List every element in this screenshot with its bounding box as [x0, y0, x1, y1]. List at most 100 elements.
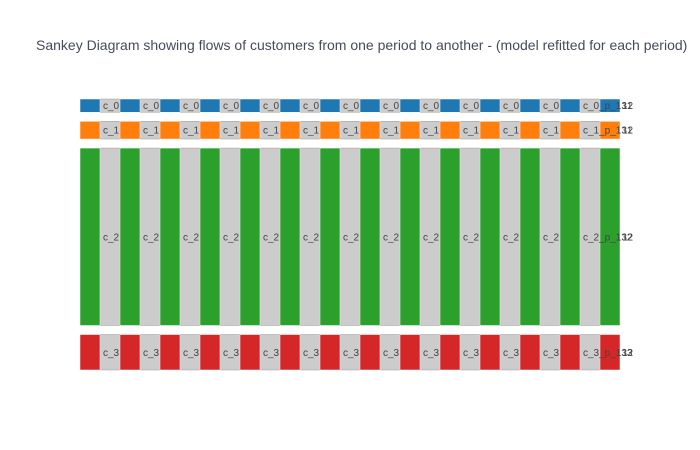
node-p7-c3[interactable]	[359, 334, 381, 371]
node-p0-c2[interactable]	[79, 147, 101, 326]
node-p12-c1[interactable]	[559, 121, 581, 140]
node-label-p9-c0: c_0	[463, 101, 480, 112]
node-p3-c0[interactable]	[199, 98, 221, 113]
node-label-p8-c0: c_0	[423, 101, 440, 112]
node-p0-c0[interactable]	[79, 98, 101, 113]
node-p2-c1[interactable]	[159, 121, 181, 140]
node-label-p6-c2: c_2	[343, 232, 360, 243]
node-label-p12-c3: c_3_p_133	[583, 348, 633, 359]
node-label-p13-c0: 12	[622, 101, 634, 112]
node-p3-c2[interactable]	[199, 147, 221, 326]
node-p1-c0[interactable]	[119, 98, 141, 113]
node-label-p4-c2: c_2	[263, 232, 280, 243]
node-label-p10-c0: c_0	[503, 101, 520, 112]
node-p4-c1[interactable]	[239, 121, 261, 140]
node-p0-c1[interactable]	[79, 121, 101, 140]
node-label-p6-c3: c_3	[343, 348, 360, 359]
node-label-p7-c3: c_3	[383, 348, 400, 359]
node-label-p2-c3: c_3	[183, 348, 200, 359]
node-p4-c3[interactable]	[239, 334, 261, 371]
node-p13-c0[interactable]	[599, 98, 621, 113]
node-p12-c2[interactable]	[559, 147, 581, 326]
node-p9-c2[interactable]	[439, 147, 461, 326]
node-label-p5-c2: c_2	[303, 232, 320, 243]
node-p11-c3[interactable]	[519, 334, 541, 371]
node-p11-c0[interactable]	[519, 98, 541, 113]
node-label-p0-c0: c_0	[103, 101, 120, 112]
node-p13-c2[interactable]	[599, 147, 621, 326]
node-label-p9-c3: c_3	[463, 348, 480, 359]
node-p9-c0[interactable]	[439, 98, 461, 113]
node-label-p10-c2: c_2	[503, 232, 520, 243]
node-label-p4-c1: c_1	[263, 126, 280, 137]
node-p13-c1[interactable]	[599, 121, 621, 140]
node-p9-c1[interactable]	[439, 121, 461, 140]
node-p11-c2[interactable]	[519, 147, 541, 326]
node-p10-c3[interactable]	[479, 334, 501, 371]
node-p7-c2[interactable]	[359, 147, 381, 326]
node-label-p11-c2: c_2	[543, 232, 560, 243]
node-p2-c3[interactable]	[159, 334, 181, 371]
node-p1-c3[interactable]	[119, 334, 141, 371]
node-p5-c2[interactable]	[279, 147, 301, 326]
node-p3-c1[interactable]	[199, 121, 221, 140]
links-layer	[99, 98, 601, 371]
node-p6-c3[interactable]	[319, 334, 341, 371]
node-label-p13-c2: 12	[622, 232, 634, 243]
node-label-p4-c3: c_3	[263, 348, 280, 359]
node-label-p5-c1: c_1	[303, 126, 320, 137]
node-label-p12-c1: c_1_p_131	[583, 126, 633, 137]
node-p8-c1[interactable]	[399, 121, 421, 140]
node-p10-c1[interactable]	[479, 121, 501, 140]
node-p4-c0[interactable]	[239, 98, 261, 113]
node-p8-c3[interactable]	[399, 334, 421, 371]
node-label-p7-c1: c_1	[383, 126, 400, 137]
node-label-p1-c0: c_0	[143, 101, 160, 112]
node-p13-c3[interactable]	[599, 334, 621, 371]
node-p9-c3[interactable]	[439, 334, 461, 371]
node-label-p2-c2: c_2	[183, 232, 200, 243]
node-label-p13-c3: 12	[622, 348, 634, 359]
node-label-p11-c0: c_0	[543, 101, 560, 112]
node-p12-c0[interactable]	[559, 98, 581, 113]
node-label-p8-c3: c_3	[423, 348, 440, 359]
node-p0-c3[interactable]	[79, 334, 101, 371]
node-p10-c2[interactable]	[479, 147, 501, 326]
node-p10-c0[interactable]	[479, 98, 501, 113]
node-label-p12-c2: c_2_p_132	[583, 232, 633, 243]
node-label-p0-c1: c_1	[103, 126, 120, 137]
node-label-p7-c0: c_0	[383, 101, 400, 112]
node-p8-c2[interactable]	[399, 147, 421, 326]
node-p7-c0[interactable]	[359, 98, 381, 113]
node-label-p5-c0: c_0	[303, 101, 320, 112]
node-label-p1-c3: c_3	[143, 348, 160, 359]
node-label-p6-c0: c_0	[343, 101, 360, 112]
node-p5-c0[interactable]	[279, 98, 301, 113]
node-label-p6-c1: c_1	[343, 126, 360, 137]
node-p7-c1[interactable]	[359, 121, 381, 140]
node-p1-c1[interactable]	[119, 121, 141, 140]
node-label-p8-c2: c_2	[423, 232, 440, 243]
node-p5-c1[interactable]	[279, 121, 301, 140]
node-p1-c2[interactable]	[119, 147, 141, 326]
node-p2-c0[interactable]	[159, 98, 181, 113]
node-p3-c3[interactable]	[199, 334, 221, 371]
node-p8-c0[interactable]	[399, 98, 421, 113]
node-p11-c1[interactable]	[519, 121, 541, 140]
node-label-p9-c2: c_2	[463, 232, 480, 243]
node-label-p11-c3: c_3	[543, 348, 560, 359]
node-label-p8-c1: c_1	[423, 126, 440, 137]
node-label-p3-c0: c_0	[223, 101, 240, 112]
node-label-p12-c0: c_0_p_131	[583, 101, 633, 112]
node-label-p10-c1: c_1	[503, 126, 520, 137]
node-p6-c2[interactable]	[319, 147, 341, 326]
node-label-p3-c3: c_3	[223, 348, 240, 359]
node-p6-c1[interactable]	[319, 121, 341, 140]
node-p5-c3[interactable]	[279, 334, 301, 371]
node-label-p2-c1: c_1	[183, 126, 200, 137]
node-label-p1-c2: c_2	[143, 232, 160, 243]
node-p6-c0[interactable]	[319, 98, 341, 113]
node-p4-c2[interactable]	[239, 147, 261, 326]
node-p12-c3[interactable]	[559, 334, 581, 371]
node-p2-c2[interactable]	[159, 147, 181, 326]
